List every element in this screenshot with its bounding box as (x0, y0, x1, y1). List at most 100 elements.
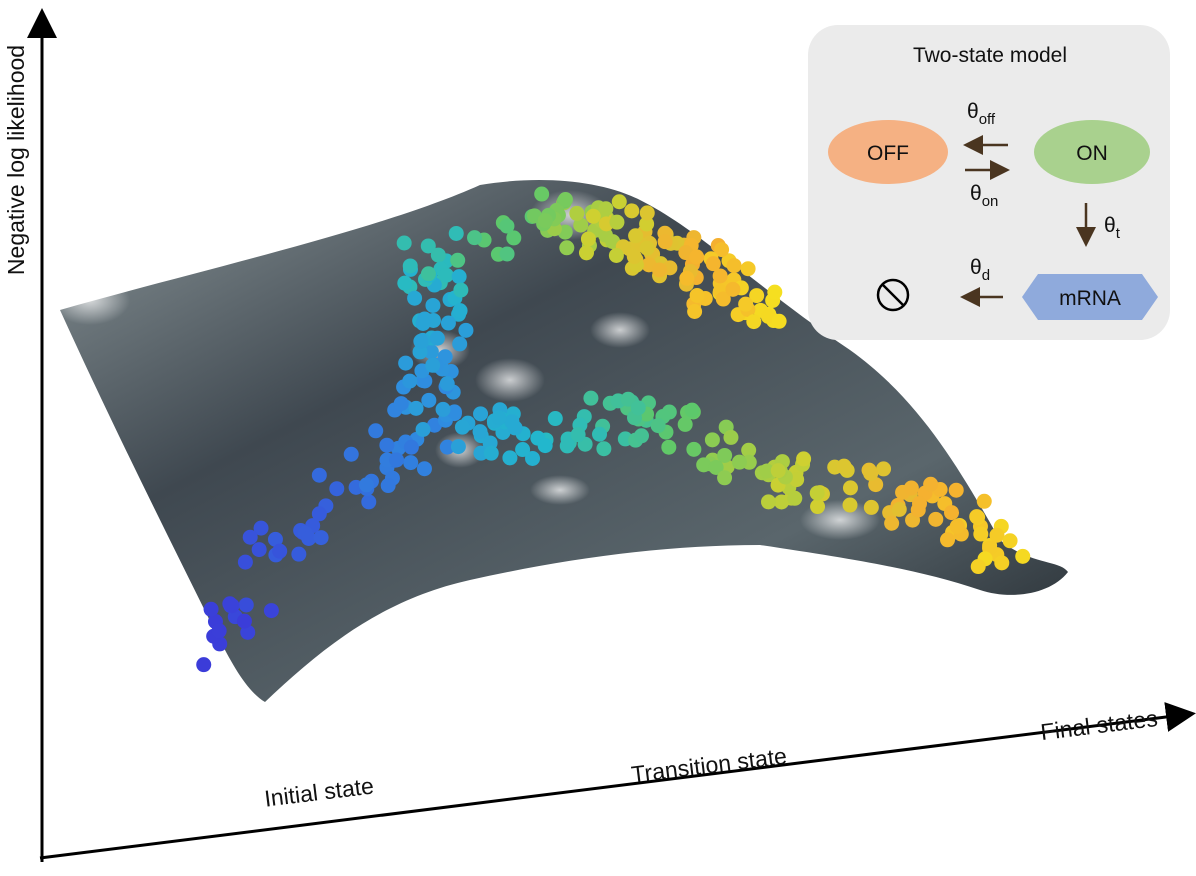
cell-point (571, 427, 586, 442)
cell-point (592, 427, 607, 442)
cell-point (583, 391, 598, 406)
cell-point (452, 336, 467, 351)
cell-point (379, 438, 394, 453)
cell-point (586, 209, 601, 224)
cell-point (1003, 533, 1018, 548)
cell-point (723, 430, 738, 445)
cell-point (774, 494, 789, 509)
page: {"axes": {"y_label": "Negative log likel… (0, 0, 1196, 876)
cell-point (732, 455, 747, 470)
cell-point (441, 316, 456, 331)
cell-point (416, 316, 431, 331)
cell-point (451, 439, 466, 454)
cell-point (560, 438, 575, 453)
cell-point (864, 500, 879, 515)
cell-point (843, 480, 858, 495)
cell-point (928, 512, 943, 527)
cell-point (950, 519, 965, 534)
cell-point (971, 559, 986, 574)
cell-point (923, 477, 938, 492)
on-label: ON (1076, 142, 1108, 165)
cell-point (425, 298, 440, 313)
mrna-label: mRNA (1059, 287, 1121, 310)
cell-point (679, 271, 694, 286)
cell-point (394, 396, 409, 411)
cell-point (628, 228, 643, 243)
cell-point (977, 494, 992, 509)
cell-point (312, 506, 327, 521)
cell-point (810, 499, 825, 514)
cell-point (771, 463, 786, 478)
cell-point (421, 266, 436, 281)
cell-point (467, 230, 482, 245)
cell-point (502, 450, 517, 465)
cell-point (243, 530, 258, 545)
cell-point (431, 248, 446, 263)
cell-point (949, 483, 964, 498)
x-axis-label: Initial state (263, 772, 375, 811)
cell-point (609, 215, 624, 230)
cell-point (473, 424, 488, 439)
cell-point (440, 376, 455, 391)
cell-point (705, 432, 720, 447)
cell-point (538, 213, 553, 228)
cell-point (863, 466, 878, 481)
x-axis-label: Transition state (630, 743, 788, 788)
cell-point (534, 187, 549, 202)
cell-point (403, 455, 418, 470)
cell-point (430, 331, 445, 346)
x-axis-label: Final states (1039, 705, 1159, 745)
cell-point (727, 258, 742, 273)
cell-point (658, 234, 673, 249)
cell-point (973, 527, 988, 542)
figure: Negative log likelihood Initial state Tr… (0, 0, 1196, 876)
cell-point (291, 547, 306, 562)
cell-point (397, 235, 412, 250)
cell-point (500, 246, 515, 261)
cell-point (761, 494, 776, 509)
cell-point (538, 438, 553, 453)
cell-point (713, 268, 728, 283)
cell-point (569, 206, 584, 221)
cell-point (404, 440, 419, 455)
cell-point (558, 192, 573, 207)
rate-symbol: θ (1104, 214, 1116, 237)
cell-point (581, 231, 596, 246)
cell-point (837, 460, 852, 475)
cell-point (196, 657, 211, 672)
off-label: OFF (867, 142, 909, 165)
cell-point (989, 528, 1004, 543)
cell-point (652, 262, 667, 277)
cell-point (252, 542, 267, 557)
cell-point (402, 374, 417, 389)
cell-point (904, 481, 919, 496)
cell-point (738, 297, 753, 312)
cell-point (631, 400, 646, 415)
cell-point (398, 356, 413, 371)
cell-point (264, 603, 279, 618)
cell-point (690, 288, 705, 303)
cell-point (417, 461, 432, 476)
cell-point (579, 245, 594, 260)
cell-point (876, 461, 891, 476)
cell-point (361, 494, 376, 509)
cell-point (453, 283, 468, 298)
cell-point (687, 304, 702, 319)
cell-point (741, 261, 756, 276)
cell-point (413, 334, 428, 349)
cell-point (425, 358, 440, 373)
cell-point (725, 282, 740, 297)
cell-point (843, 498, 858, 513)
cell-point (796, 451, 811, 466)
cell-point (994, 555, 1009, 570)
cell-point (403, 258, 418, 273)
cell-point (416, 422, 431, 437)
cell-point (449, 226, 464, 241)
cell-point (746, 314, 761, 329)
cell-point (686, 442, 701, 457)
cell-point (344, 447, 359, 462)
cell-point (651, 418, 666, 433)
cell-point (453, 303, 468, 318)
cell-point (696, 457, 711, 472)
cell-point (452, 269, 467, 284)
